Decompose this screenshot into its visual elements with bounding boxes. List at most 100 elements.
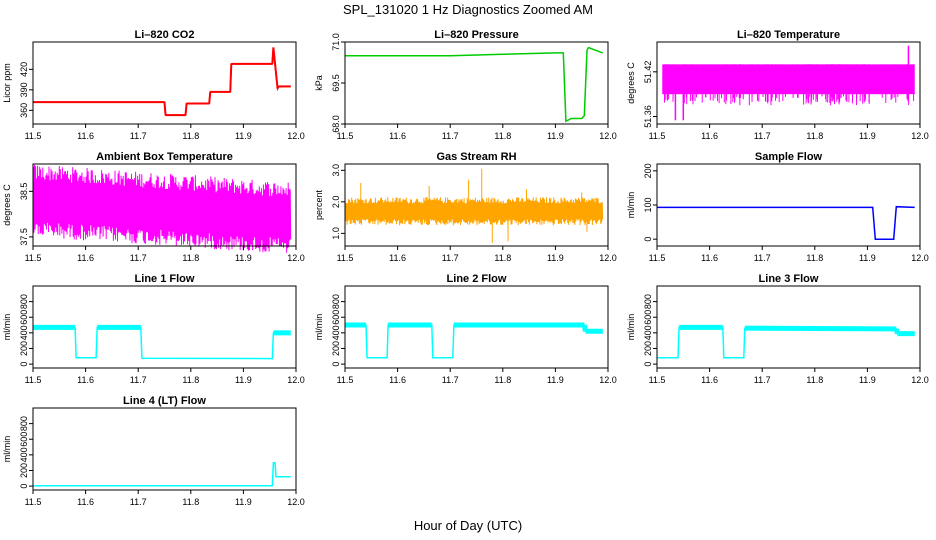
series-segment	[184, 103, 188, 116]
chart-title: Line 2 Flow	[447, 273, 507, 285]
y-tick-label: 1.0	[331, 227, 341, 240]
y-axis-label: ml/min	[2, 436, 12, 463]
chart-line1-flow: Line 1 Flow ml/min 11.5 11.6 11.7 11.8 11.9 12.…	[0, 270, 312, 392]
plot-frame	[344, 285, 609, 369]
y-tick-label: 2.0	[331, 196, 341, 209]
plot-frame	[32, 41, 297, 125]
chart-svg: Sample Flow ml/min 11.5 11.6 11.7 11.8 11.9 12.…	[626, 151, 929, 263]
y-tick-label: 51.36	[643, 105, 653, 128]
series-line	[345, 324, 603, 359]
y-tick-label: 100	[643, 197, 653, 212]
x-tick-label: 11.7	[442, 131, 459, 141]
series-line	[657, 205, 915, 240]
y-tick-label: 800	[19, 294, 29, 309]
plot-frame	[32, 407, 297, 491]
x-tick-label: 12.0	[599, 375, 617, 385]
x-tick-label: 11.5	[25, 131, 42, 141]
data-series	[33, 324, 291, 360]
x-tick-label: 11.6	[77, 497, 94, 507]
chart-title: Ambient Box Temperature	[96, 151, 233, 163]
x-tick-label: 11.7	[130, 131, 147, 141]
series-segment	[208, 91, 212, 104]
series-line	[32, 164, 292, 253]
x-tick-label: 11.8	[494, 131, 511, 141]
x-tick-label: 11.5	[337, 375, 354, 385]
x-tick-label: 11.9	[547, 253, 564, 263]
plot-frame	[656, 41, 921, 125]
x-tick-label: 11.8	[182, 131, 199, 141]
x-tick-label: 11.8	[806, 131, 823, 141]
x-tick-label: 11.5	[337, 253, 354, 263]
chart-title: Line 1 Flow	[135, 273, 195, 285]
y-tick-label: 600	[331, 310, 341, 325]
x-tick-label: 12.0	[287, 375, 305, 385]
chart-svg: Li–820 Temperature degrees C 11.5 11.6 11.7 1…	[626, 29, 929, 141]
x-tick-label: 11.9	[547, 131, 564, 141]
chart-sample-flow: Sample Flow ml/min 11.5 11.6 11.7 11.8 11.9 12.…	[624, 148, 936, 270]
x-tick-label: 11.5	[649, 253, 666, 263]
x-tick-label: 11.6	[77, 131, 94, 141]
y-tick-label: 69.5	[331, 74, 341, 92]
x-tick-label: 11.6	[701, 131, 718, 141]
chart-svg: Ambient Box Temperature degrees C 11.5 11.6…	[2, 151, 305, 263]
chart-svg: Li–820 CO2 Licor ppm 11.5 11.6 11.7 11.8 11.9 1…	[2, 29, 305, 141]
y-tick-label: 390	[19, 82, 29, 97]
x-tick-label: 12.0	[911, 375, 929, 385]
y-tick-label: 800	[19, 416, 29, 431]
x-tick-label: 12.0	[599, 131, 617, 141]
x-tick-label: 11.9	[235, 253, 252, 263]
y-tick-label: 800	[643, 294, 653, 309]
x-tick-label: 11.9	[235, 375, 252, 385]
chart-li820-co2: Li–820 CO2 Licor ppm 11.5 11.6 11.7 11.8 11.9 1…	[0, 26, 312, 148]
chart-line2-flow: Line 2 Flow ml/min 11.5 11.6 11.7 11.8 11.9 12.…	[312, 270, 624, 392]
chart-svg: Line 3 Flow ml/min 11.5 11.6 11.7 11.8 11.9 12.…	[626, 273, 929, 385]
plot-frame	[32, 285, 297, 369]
x-tick-label: 11.7	[130, 375, 147, 385]
chart-svg: Li–820 Pressure kPa 11.5 11.6 11.7 11.8 11.9 12…	[314, 29, 617, 141]
x-tick-label: 11.7	[130, 497, 147, 507]
y-tick-label: 200	[643, 341, 653, 356]
data-series	[33, 461, 291, 487]
y-tick-label: 3.0	[331, 164, 341, 177]
chart-svg: Gas Stream RH percent 11.5 11.6 11.7 11.8 11.9…	[314, 151, 617, 263]
data-series	[32, 164, 292, 253]
y-tick-label: 0	[19, 484, 29, 489]
x-tick-label: 11.6	[77, 375, 94, 385]
y-axis-label: kPa	[314, 75, 324, 91]
series-segment	[581, 324, 588, 332]
chart-ambient-box-temperature: Ambient Box Temperature degrees C 11.5 11.6…	[0, 148, 312, 270]
chart-title: Li–820 Temperature	[737, 29, 840, 41]
page-title: SPL_131020 1 Hz Diagnostics Zoomed AM	[342, 2, 594, 17]
y-tick-label: 600	[19, 432, 29, 447]
y-tick-label: 71.0	[331, 33, 341, 51]
chart-gas-stream-rh: Gas Stream RH percent 11.5 11.6 11.7 11.8 11.9…	[312, 148, 624, 270]
x-tick-label: 11.9	[859, 375, 876, 385]
y-axis-label: ml/min	[314, 314, 324, 341]
y-tick-label: 400	[643, 325, 653, 340]
plot-frame	[344, 163, 609, 247]
chart-title: Sample Flow	[755, 151, 823, 163]
x-tick-label: 11.8	[806, 253, 823, 263]
x-tick-label: 12.0	[287, 253, 305, 263]
y-axis-label: Licor ppm	[2, 63, 12, 103]
x-tick-label: 11.8	[494, 375, 511, 385]
x-tick-label: 11.8	[806, 375, 823, 385]
series-segment	[272, 47, 279, 89]
x-tick-label: 12.0	[911, 253, 929, 263]
x-axis-label: Hour of Day (UTC)	[413, 518, 523, 533]
x-tick-label: 11.7	[442, 375, 459, 385]
x-tick-label: 11.6	[389, 375, 406, 385]
y-tick-label: 0	[331, 362, 341, 367]
chart-title: Line 4 (LT) Flow	[123, 395, 206, 407]
x-tick-label: 11.5	[25, 253, 42, 263]
x-tick-label: 11.7	[130, 253, 147, 263]
y-tick-label: 800	[331, 294, 341, 309]
y-tick-label: 200	[331, 341, 341, 356]
x-tick-label: 11.6	[701, 253, 718, 263]
y-axis-label: percent	[314, 189, 324, 220]
series-line	[345, 46, 603, 123]
series-segment	[229, 63, 233, 92]
chart-title: Line 3 Flow	[759, 273, 819, 285]
y-tick-label: 37.5	[19, 228, 29, 246]
x-tick-label: 11.7	[754, 253, 771, 263]
